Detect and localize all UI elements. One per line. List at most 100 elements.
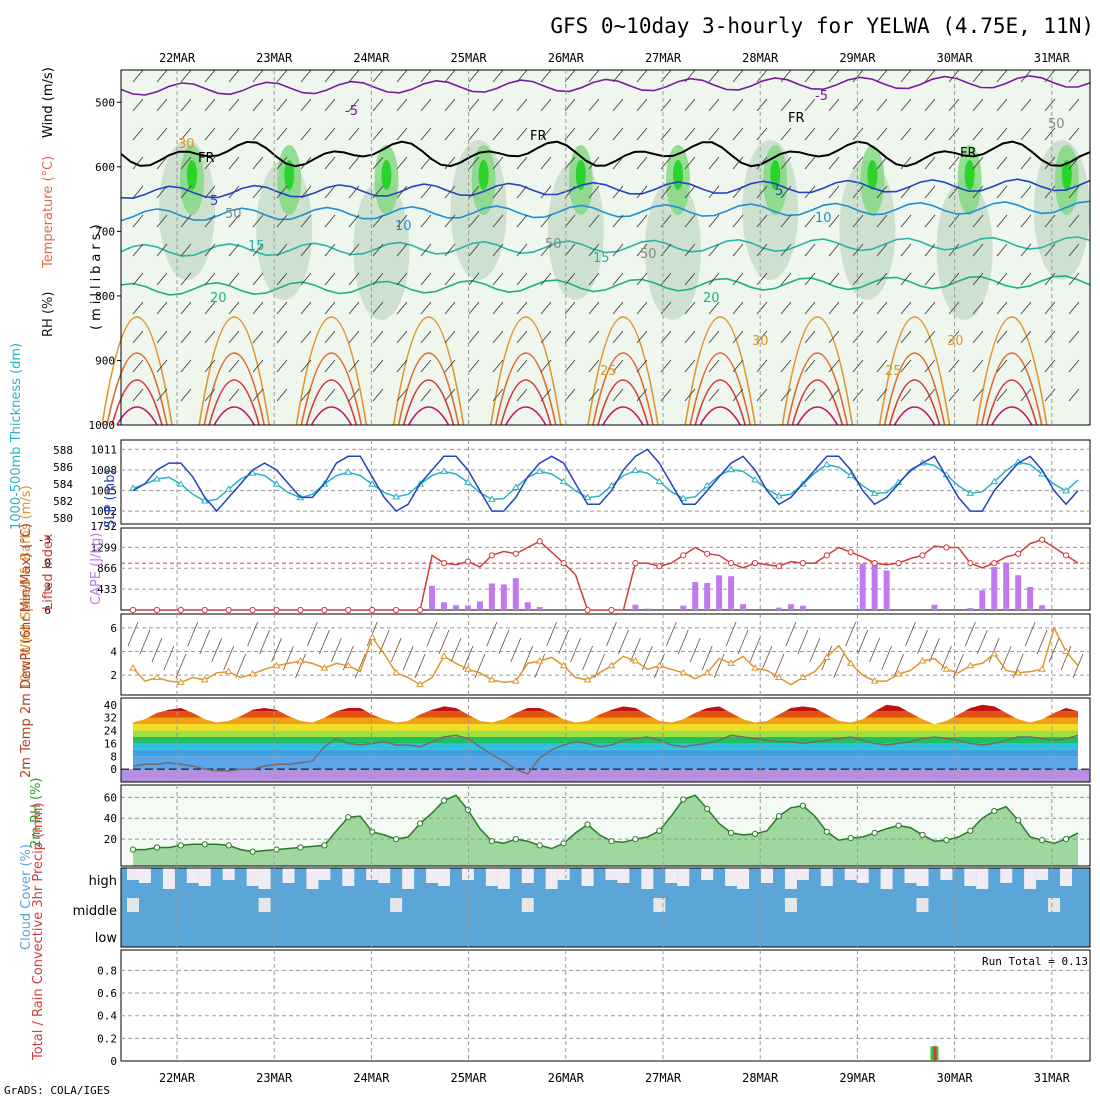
high-cloud-gap bbox=[545, 868, 558, 889]
lifted-index-line-marker bbox=[321, 606, 328, 614]
surface-wind-barb bbox=[438, 629, 450, 655]
wind-barb bbox=[612, 185, 624, 199]
high-cloud-gap bbox=[127, 868, 139, 880]
wind-barb bbox=[996, 98, 1008, 112]
wind-barb bbox=[492, 359, 504, 373]
wind-barb bbox=[972, 359, 984, 373]
wind-barb bbox=[324, 301, 336, 315]
wind-barb bbox=[876, 243, 888, 257]
cape-bar bbox=[931, 604, 938, 610]
wind-barb bbox=[180, 127, 192, 141]
wind-barb bbox=[348, 156, 360, 170]
wind-barb bbox=[780, 330, 792, 344]
surface-wind-barb bbox=[223, 645, 235, 671]
wind-barb bbox=[804, 156, 816, 170]
wind-barb bbox=[1068, 359, 1080, 373]
wind-barb bbox=[756, 156, 768, 170]
wind-barb bbox=[540, 243, 552, 257]
tick-label: 20 bbox=[104, 833, 117, 846]
wind-barb bbox=[588, 214, 600, 228]
wind-barb bbox=[492, 127, 504, 141]
wind-barb bbox=[1068, 243, 1080, 257]
wind-barb bbox=[516, 330, 528, 344]
wind-barb bbox=[468, 301, 480, 315]
rh-line-marker bbox=[847, 834, 854, 842]
wind-speed-line-marker bbox=[272, 661, 281, 669]
wind-barb bbox=[396, 272, 408, 286]
wind-barb bbox=[924, 388, 936, 402]
wind-barb bbox=[924, 98, 936, 112]
high-cloud-gap bbox=[1036, 868, 1049, 880]
wind-barb bbox=[1020, 301, 1032, 315]
tick-label: 900 bbox=[95, 354, 115, 367]
rh-area bbox=[133, 795, 1078, 866]
surface-wind-barb bbox=[127, 621, 139, 647]
surface-wind-barb bbox=[426, 621, 438, 647]
wind-barb bbox=[300, 185, 312, 199]
wind-barb bbox=[516, 243, 528, 257]
wind-barb bbox=[852, 359, 864, 373]
rh-line-marker bbox=[728, 829, 735, 836]
wind-barb bbox=[276, 388, 288, 402]
wind-barb bbox=[1044, 214, 1056, 228]
tick-label: 582 bbox=[53, 495, 73, 508]
wind-barb bbox=[612, 388, 624, 402]
wind-barb bbox=[804, 98, 816, 112]
high-cloud-gap bbox=[366, 868, 379, 880]
surface-wind-barb bbox=[486, 621, 498, 647]
rh-line-marker bbox=[823, 828, 830, 835]
contour-label: 30 bbox=[752, 334, 769, 349]
wind-barb bbox=[156, 127, 168, 141]
wind-barb bbox=[1068, 214, 1080, 228]
warm-contour bbox=[500, 379, 552, 426]
cape-lifted-panel: 1299 866 433 -3 0 3 6 bbox=[38, 527, 1091, 617]
wind-barb bbox=[324, 359, 336, 373]
wind-barb bbox=[468, 69, 480, 83]
wind-barb bbox=[1044, 98, 1056, 112]
high-cloud-gap bbox=[282, 868, 295, 883]
wind-barb bbox=[948, 301, 960, 315]
rh-line-marker bbox=[249, 848, 256, 855]
wind-barb bbox=[828, 330, 840, 344]
warm-contour bbox=[402, 379, 455, 426]
top-date-label: 30MAR bbox=[937, 51, 974, 65]
wind-barb bbox=[900, 243, 912, 257]
tick-label: 586 bbox=[53, 461, 73, 474]
wind-barb bbox=[420, 127, 432, 141]
tick-label: 1002 bbox=[91, 505, 118, 518]
surface-wind-barb bbox=[905, 621, 916, 647]
wind-barb bbox=[180, 156, 192, 170]
lifted-index-line-marker bbox=[967, 560, 974, 567]
wind-barb bbox=[396, 185, 408, 199]
panel-frame bbox=[120, 867, 1091, 948]
freezing-level-line bbox=[120, 140, 1091, 168]
wind-barb bbox=[636, 301, 648, 315]
high-cloud-gap bbox=[485, 868, 498, 886]
wind-speed-line-marker bbox=[440, 652, 448, 659]
thickness-line-marker bbox=[535, 467, 544, 474]
surface-wind-barb bbox=[1048, 637, 1060, 663]
wind-barb bbox=[684, 214, 696, 228]
wind-barb bbox=[996, 301, 1008, 315]
high-cloud-gap bbox=[904, 868, 917, 883]
wind-barb bbox=[948, 214, 960, 228]
wind-speed-line-marker bbox=[870, 677, 879, 684]
tick-label: 1000 bbox=[89, 419, 116, 432]
wind-barb bbox=[300, 359, 312, 373]
panel-frame bbox=[120, 527, 1091, 611]
wind-barb bbox=[180, 330, 192, 344]
wind-barb bbox=[324, 69, 336, 83]
wind-barb bbox=[876, 156, 888, 170]
rh-line-marker bbox=[345, 814, 352, 821]
warm-contour bbox=[310, 406, 353, 426]
lifted-index-line-marker bbox=[799, 560, 806, 567]
lifted-index-line-marker bbox=[464, 558, 472, 565]
wind-barb bbox=[300, 330, 312, 344]
wind-barb bbox=[204, 388, 216, 402]
wind-speed-line-marker bbox=[631, 657, 640, 664]
cape-bar bbox=[488, 583, 495, 610]
wind-speed-line-marker bbox=[416, 680, 424, 688]
wind-barb bbox=[324, 243, 336, 257]
contour-label: FR bbox=[788, 111, 805, 126]
wind-barb bbox=[324, 272, 336, 286]
